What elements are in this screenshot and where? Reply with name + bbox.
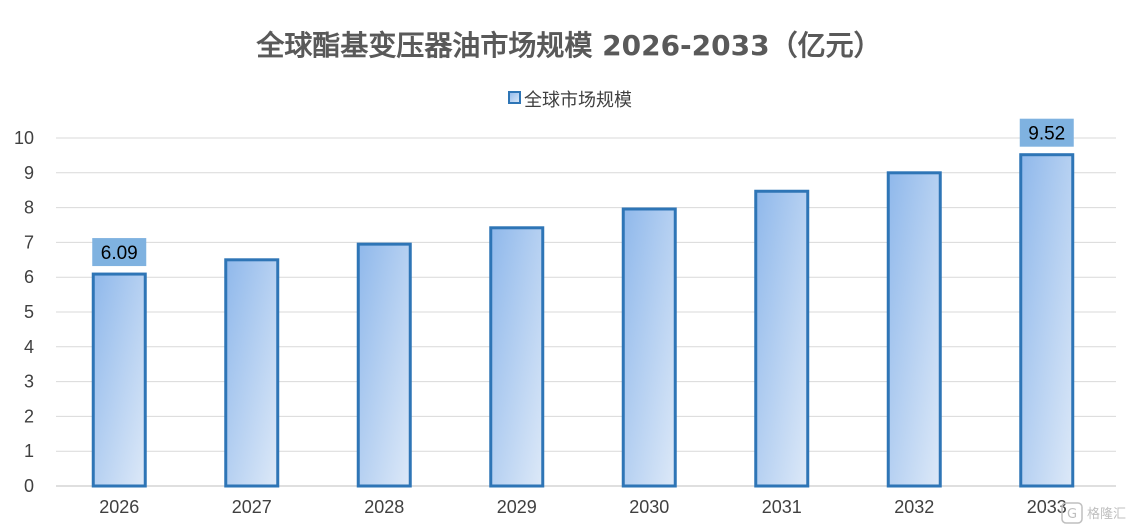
bar-2032 — [886, 171, 942, 488]
gelonghui-logo-icon: G — [1061, 502, 1083, 524]
bar-2033 — [1019, 153, 1075, 488]
y-axis-ticks: 0 1 2 3 4 5 6 7 8 9 10 — [14, 128, 34, 496]
y-tick-label: 0 — [24, 476, 34, 496]
legend-label: 全球市场规模 — [524, 90, 632, 111]
y-tick-label: 8 — [24, 198, 34, 218]
data-label-2033: 9.52 — [1019, 118, 1074, 147]
x-axis-ticks: 2026 2027 2028 2029 2030 2031 2032 2033 — [99, 497, 1067, 517]
y-tick-label: 7 — [24, 232, 34, 252]
y-tick-label: 1 — [24, 441, 34, 461]
data-label-text: 9.52 — [1028, 124, 1065, 145]
x-tick-label: 2028 — [364, 497, 404, 517]
bars — [91, 153, 1075, 488]
legend-swatch — [508, 91, 521, 104]
y-tick-label: 2 — [24, 406, 34, 426]
x-tick-label: 2026 — [99, 497, 139, 517]
x-tick-label: 2027 — [232, 497, 272, 517]
bar-2028 — [356, 242, 412, 488]
y-tick-label: 3 — [24, 372, 34, 392]
data-label-text: 6.09 — [101, 243, 138, 264]
bar-2027 — [224, 258, 280, 488]
data-label-box — [92, 238, 147, 267]
data-label-box — [1019, 118, 1074, 147]
y-tick-label: 6 — [24, 267, 34, 287]
x-tick-label: 2031 — [762, 497, 802, 517]
bar-2026 — [91, 272, 147, 488]
y-tick-label: 5 — [24, 302, 34, 322]
gridlines — [56, 137, 1116, 487]
y-tick-label: 4 — [24, 337, 34, 357]
x-tick-label: 2032 — [894, 497, 934, 517]
watermark-text: 格隆汇 — [1087, 506, 1126, 522]
bar-2029 — [489, 226, 545, 488]
data-label-2026: 6.09 — [92, 238, 147, 267]
x-tick-label: 2030 — [629, 497, 669, 517]
watermark: G 格隆汇 — [1061, 502, 1126, 524]
y-tick-label: 10 — [14, 128, 34, 148]
x-tick-label: 2029 — [497, 497, 537, 517]
legend: 全球市场规模 — [508, 90, 632, 111]
chart-title: 全球酯基变压器油市场规模 2026-2033（亿元） — [255, 29, 881, 62]
data-labels: 6.09 9.52 — [92, 118, 1074, 267]
bar-2031 — [754, 189, 810, 488]
x-tick-label: 2033 — [1027, 497, 1067, 517]
bar-2030 — [621, 207, 677, 488]
svg-text:G: G — [1067, 507, 1077, 522]
y-tick-label: 9 — [24, 163, 34, 183]
